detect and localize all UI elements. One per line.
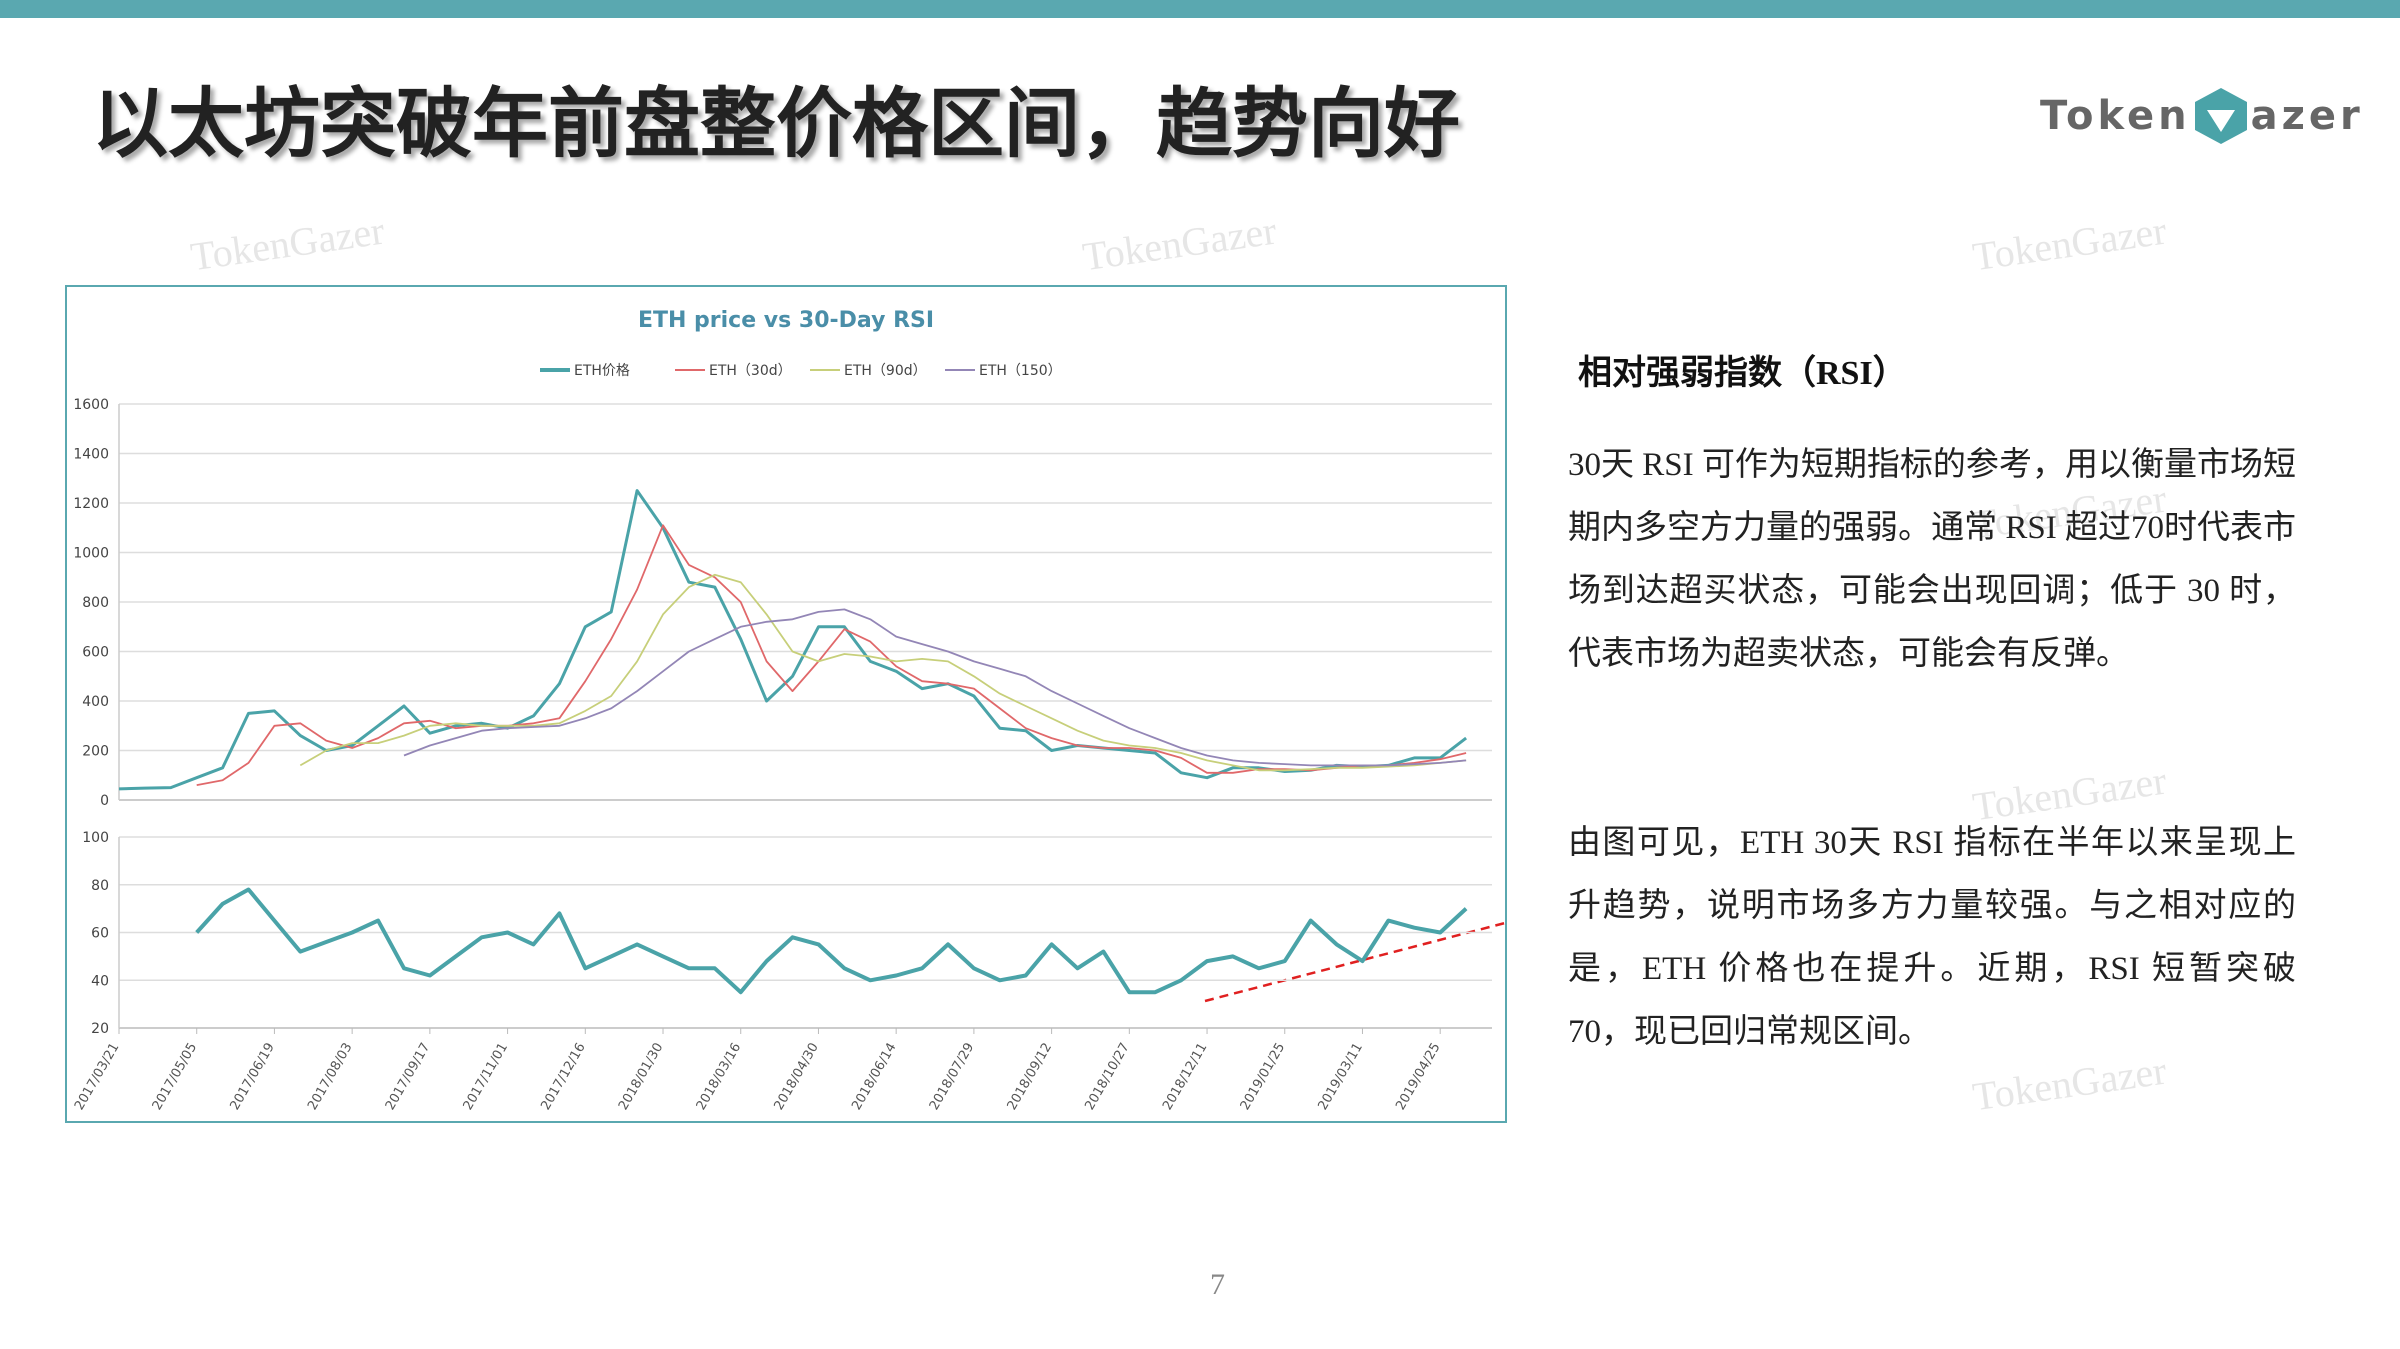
series-line [118,489,1468,791]
x-tick-label: 2019/01/25 [1238,1041,1288,1113]
series-line [403,608,1467,767]
top-bar [0,0,2400,18]
paragraph: 30天 RSI 可作为短期指标的参考，用以衡量市场短期内多空方力量的强弱。通常 … [1568,447,2296,672]
x-tick-label: 2018/06/14 [849,1041,899,1113]
x-tick-label: 2017/11/01 [461,1041,511,1113]
x-tick-label: 2017/12/16 [538,1041,588,1113]
logo-text: Token [2040,93,2191,139]
x-tick-label: 2018/01/30 [616,1041,666,1113]
y-tick-label: 0 [100,793,109,809]
y-tick-label: 200 [82,744,109,760]
chart-title: ETH price vs 30-Day RSI [638,308,934,333]
section-heading: 相对强弱指数（RSI） [1578,355,1907,392]
y-tick-label: 600 [82,645,109,661]
paragraph: 由图可见，ETH 30天 RSI 指标在半年以来呈现上升趋势，说明市场多方力量较… [1568,825,2296,1050]
chart-frame [65,285,1507,1123]
x-tick-label: 2019/04/25 [1393,1041,1443,1113]
x-tick-label: 2018/04/30 [771,1041,821,1113]
x-tick-label: 2017/03/21 [72,1041,122,1113]
legend-label: ETH（30d） [709,363,792,379]
legend-label: ETH（90d） [844,363,927,379]
y-tick-label: 80 [91,878,109,894]
page-number: 7 [1210,1268,1225,1301]
x-tick-label: 2018/07/29 [927,1041,977,1113]
y-tick-label: 20 [91,1021,109,1037]
y-tick-label: 60 [91,926,109,942]
x-tick-label: 2019/03/11 [1315,1041,1365,1113]
x-tick-label: 2018/12/11 [1160,1041,1210,1113]
trend-line [1204,921,1506,1003]
x-tick-label: 2017/09/17 [383,1041,433,1113]
series-line [196,524,1467,786]
y-tick-label: 1200 [73,496,109,512]
x-tick-label: 2018/10/27 [1082,1041,1132,1113]
y-tick-label: 100 [82,830,109,846]
x-tick-label: 2017/06/19 [227,1041,277,1113]
logo-text: azer [2250,93,2364,139]
slide-title: 以太坊突破年前盘整价格区间，趋势向好 [92,79,1460,168]
y-tick-label: 1600 [73,397,109,413]
logo-icon [2194,88,2247,144]
x-tick-label: 2018/03/16 [694,1041,744,1113]
x-tick-label: 2017/08/03 [305,1041,355,1113]
legend-label: ETH（150） [979,363,1062,379]
y-tick-label: 1400 [73,447,109,463]
y-tick-label: 1000 [73,546,109,562]
series-line [299,573,1467,772]
y-tick-label: 800 [82,595,109,611]
x-tick-label: 2017/05/05 [150,1041,200,1113]
y-tick-label: 40 [91,973,109,989]
x-tick-label: 2018/09/12 [1005,1041,1055,1113]
legend-label: ETH价格 [574,363,630,379]
series-line [195,887,1468,995]
logo: Token azer [2040,86,2364,146]
y-tick-label: 400 [82,694,109,710]
